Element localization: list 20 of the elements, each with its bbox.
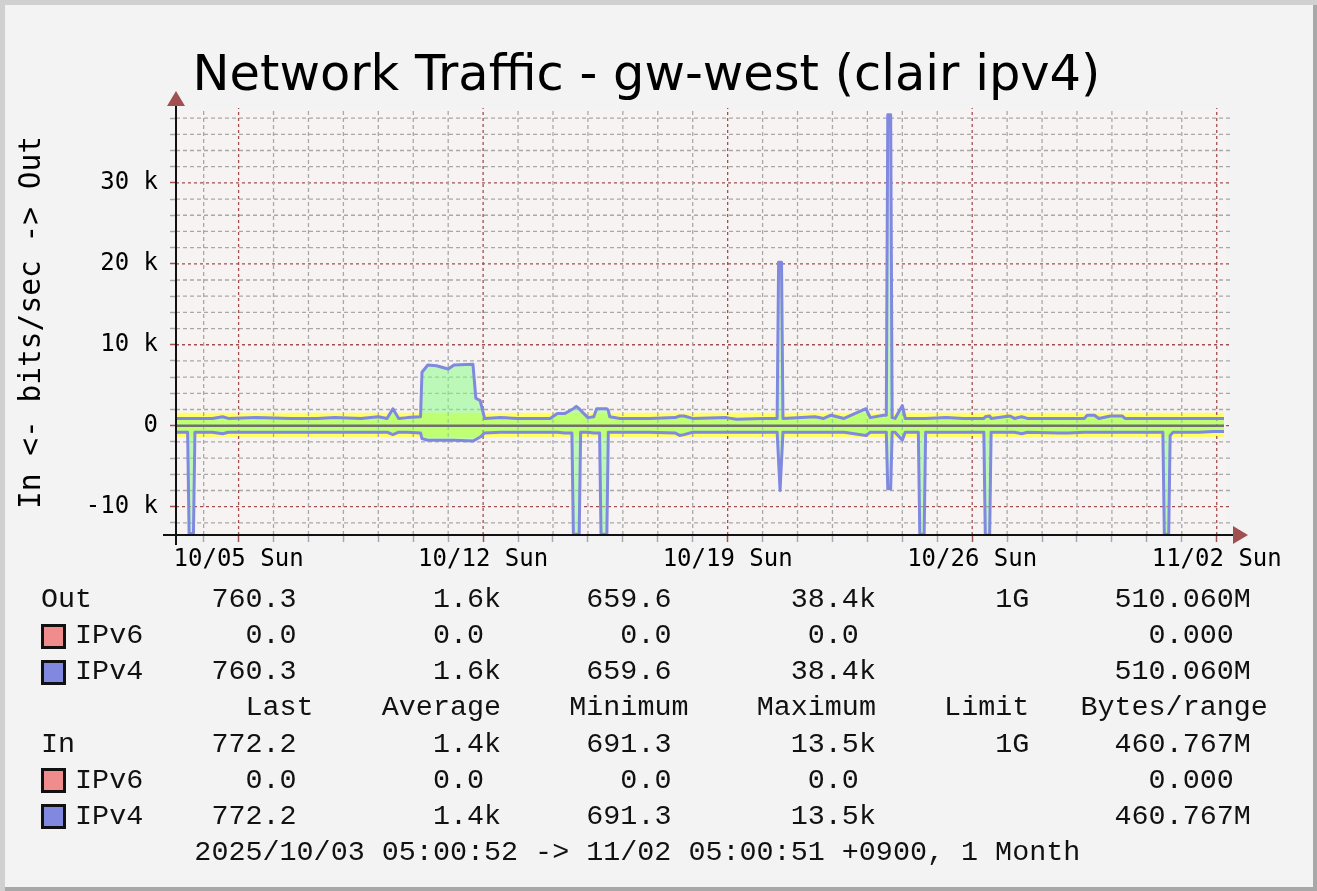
y-tick-label: 20 k	[100, 248, 159, 277]
text: In 772.2 1.4k 691.3 13.5k 1G 460.767M	[41, 727, 1251, 761]
text: IPv4 760.3 1.6k 659.6 38.4k 510.060M	[75, 655, 1251, 689]
chart-title: Network Traffic - gw-west (clair ipv4)	[191, 44, 1102, 102]
y-tick-label: 10 k	[100, 329, 159, 357]
y-tick-label: 30 k	[100, 167, 159, 196]
y-tick-label: -10 k	[85, 490, 159, 519]
text: IPv4 772.2 1.4k 691.3 13.5k 460.767M	[75, 799, 1251, 833]
text: IPv6 0.0 0.0 0.0 0.0 0.000	[75, 763, 1234, 797]
x-tick-label: 10/19 Sun	[662, 543, 793, 572]
text: Last Average Minimum Maximum Limit Bytes/range	[245, 691, 1268, 725]
text: IPv6 0.0 0.0 0.0 0.0 0.000	[75, 619, 1234, 653]
x-tick-label: 11/02 Sun	[1151, 543, 1282, 572]
x-tick-label: 10/05 Sun	[173, 543, 304, 572]
text: 2025/10/03 05:00:52 -> 11/02 05:00:51 +0900, 1 Month	[194, 836, 1081, 871]
y-axis-title: In <- bits/sec -> Out	[13, 136, 48, 509]
x-tick-label: 10/12 Sun	[418, 543, 549, 572]
x-tick-label: 10/26 Sun	[907, 543, 1038, 572]
y-tick-label: 0	[143, 409, 158, 438]
text: Out 760.3 1.6k 659.6 38.4k 1G 510.060M	[41, 583, 1251, 616]
